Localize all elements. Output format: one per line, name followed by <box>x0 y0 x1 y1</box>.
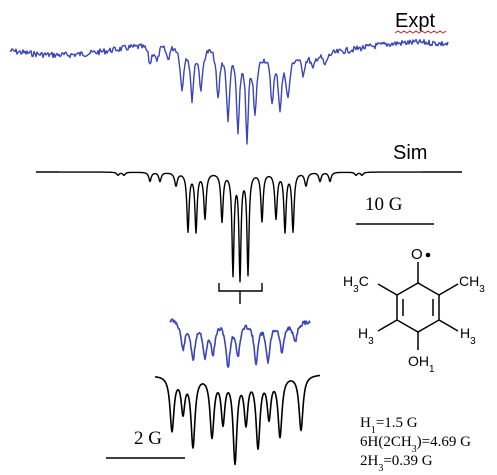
right-h-label: H3 <box>460 325 476 347</box>
expt-label-spellcheck-underline <box>394 30 447 34</box>
radical-dot <box>425 252 431 258</box>
bond-right-methyl <box>438 283 459 296</box>
bond-left-h <box>377 319 398 332</box>
left-methyl-label: H3C <box>343 273 369 295</box>
coupling-line-1: H1=1.5 G <box>360 415 418 436</box>
bond-left-methyl <box>377 283 398 296</box>
bond-right-h <box>438 319 459 332</box>
right-methyl-label: CH3 <box>459 273 485 295</box>
left-h-label: H3 <box>358 325 374 347</box>
scale-label-2g: 2 G <box>134 428 162 449</box>
zoom-bracket <box>218 283 263 304</box>
molecule-structure: O H3C CH3 H3 H3 OH1 <box>343 246 485 375</box>
expt-label: Expt <box>395 10 435 32</box>
coupling-line-3: 2H3=0.39 G <box>360 453 433 474</box>
experimental-spectrum-trace <box>9 38 449 145</box>
coupling-line-2: 6H(2CH3)=4.69 G <box>360 434 471 455</box>
sim-label: Sim <box>393 142 427 164</box>
zoomed-simulated-trace <box>154 374 321 466</box>
simulated-spectrum-trace <box>35 171 463 283</box>
coupling-constants: H1=1.5 G 6H(2CH3)=4.69 G 2H3=0.39 G <box>360 415 471 474</box>
oxygen-label: O <box>411 246 423 263</box>
scale-label-10g: 10 G <box>365 194 403 215</box>
zoomed-experimental-trace <box>169 318 311 368</box>
bottom-oh-label: OH1 <box>408 353 435 375</box>
